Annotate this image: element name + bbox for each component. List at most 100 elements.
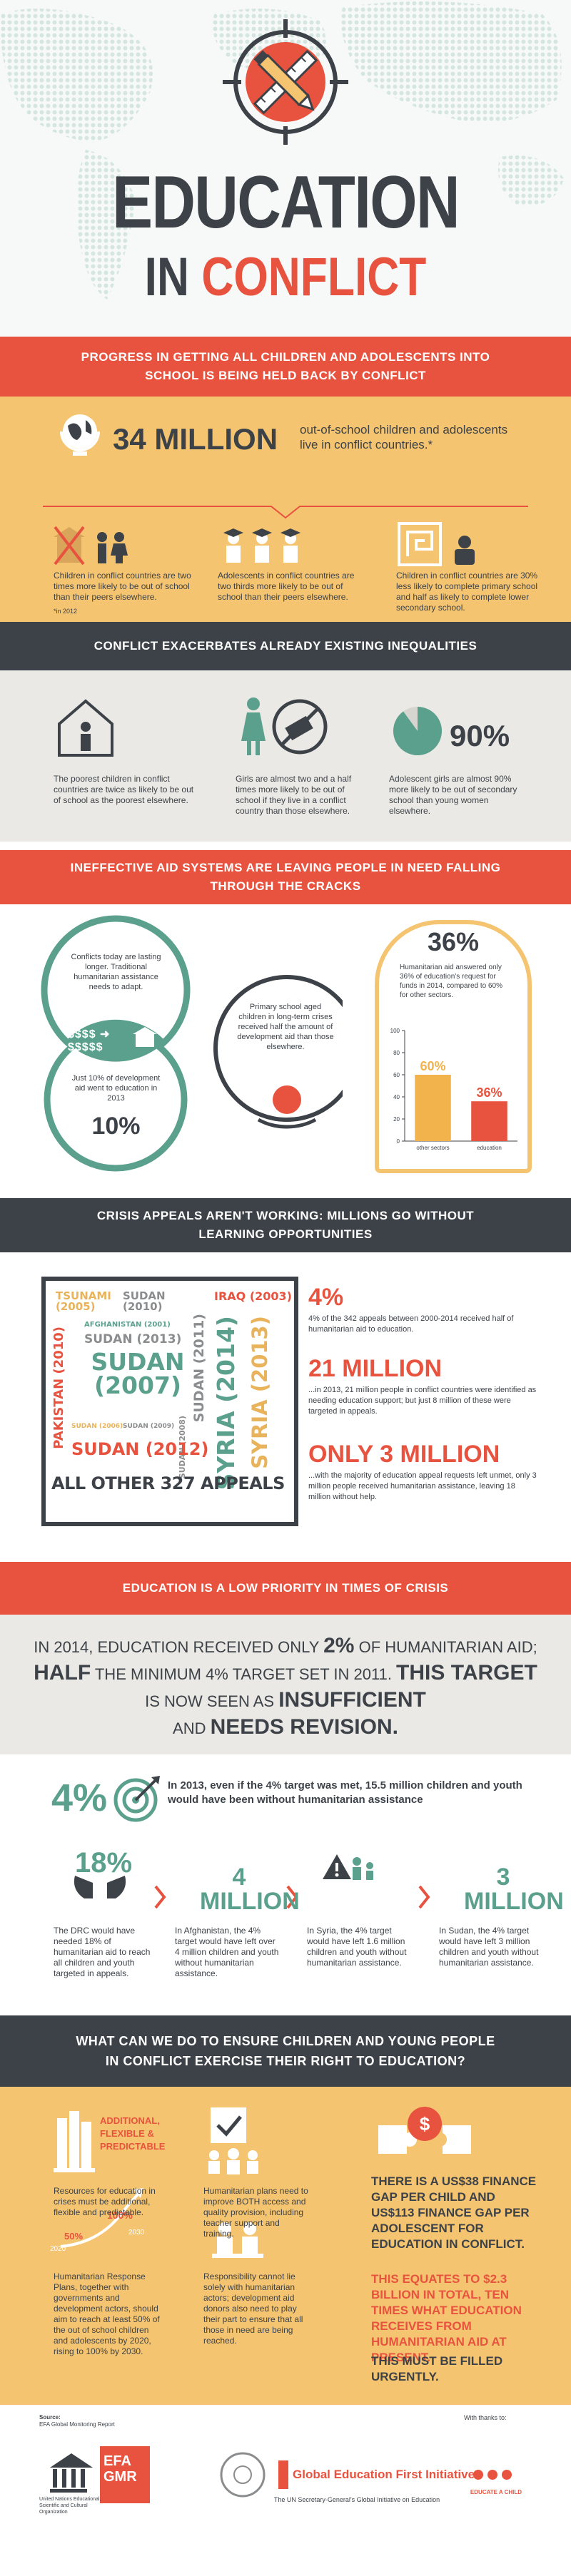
icon-circle — [114, 532, 124, 542]
icon-rect — [227, 2160, 240, 2174]
gefi-logo: Global Education First Initiative — [293, 2468, 475, 2481]
target-text: In 2013, even if the 4% target was met, … — [168, 1779, 522, 1806]
section-banner: CRISIS APPEALS AREN'T WORKING: MILLIONS … — [0, 1198, 571, 1252]
icon-path — [498, 155, 564, 207]
icon-rect — [136, 1034, 154, 1047]
icon-g — [226, 533, 298, 563]
gmr-logo: EFA GMR — [103, 2453, 137, 2485]
icon-rect — [81, 2122, 91, 2168]
bar — [471, 1101, 507, 1141]
action-text: Resources for education in crises must b… — [54, 2186, 156, 2217]
statement-part: AND — [173, 1719, 211, 1737]
circles — [41, 915, 343, 1172]
y-tick-label: 80 — [393, 1050, 400, 1056]
icon-rect — [208, 2161, 220, 2174]
icon-path — [50, 2453, 93, 2468]
item-text: In Syria, the 4% target would have left … — [307, 1926, 407, 1968]
banner-text: INEFFECTIVE AID SYSTEMS ARE LEAVING PEOP… — [70, 861, 501, 893]
subtitle-conflict: CONFLICT — [201, 247, 427, 307]
icon-g — [223, 528, 300, 537]
statement-emphasis: THIS TARGET — [396, 1661, 537, 1685]
icon-path — [0, 9, 153, 143]
graph-label: 2030 — [128, 2229, 145, 2237]
icon-circle — [487, 2470, 497, 2480]
icon-rect — [285, 715, 313, 741]
icon-rect — [217, 2237, 233, 2255]
statement-emphasis: HALF — [34, 1661, 91, 1685]
action-icons — [54, 2107, 263, 2258]
word-cloud — [41, 1277, 298, 1526]
item-text: The poorest children in conflict countri… — [54, 774, 194, 805]
icon-rect — [116, 556, 123, 563]
cloud-word: SYRIA (2014) — [212, 1316, 240, 1491]
icon-g — [473, 2470, 512, 2480]
icon-rect — [211, 2107, 246, 2143]
icon-path — [60, 431, 100, 451]
icon-rect — [335, 1863, 338, 1871]
icon-rect — [226, 546, 241, 563]
target-icon — [113, 1776, 160, 1822]
icon-path — [154, 1885, 166, 1909]
icon-circle — [353, 1857, 361, 1866]
cloud-word: SUDAN (2009) — [123, 1423, 175, 1430]
icon-g — [54, 2111, 95, 2172]
icon-g — [223, 19, 348, 145]
icon-rect — [98, 543, 106, 563]
cloud-word: SYRIA (2013) — [248, 1316, 272, 1469]
icon-circle — [97, 532, 107, 542]
icon-circle — [273, 1085, 301, 1114]
school-icon — [398, 522, 475, 566]
appeal-stat: 21 MILLION — [308, 1355, 443, 1382]
graph-label: 50% — [64, 2231, 84, 2242]
cloud-word: SUDAN (2006) — [71, 1423, 123, 1430]
appeal-stat: ONLY 3 MILLION — [308, 1441, 500, 1468]
cloud-word: SUDAN (2011) — [191, 1314, 207, 1423]
icon-text: $ — [420, 2113, 430, 2135]
icon-path — [133, 2188, 143, 2198]
statement-emphasis: NEEDS REVISION. — [210, 1715, 398, 1739]
icon-circle — [233, 2465, 252, 2484]
icon-path — [111, 543, 128, 556]
y-tick-label: 20 — [393, 1116, 400, 1123]
icon-path — [133, 1027, 157, 1034]
icon-path — [223, 528, 243, 537]
panel-text: THIS MUST BE FILLED URGENTLY. — [371, 2354, 503, 2383]
statement-part: THE MINIMUM 4% TARGET SET IN 2011. — [91, 1665, 397, 1683]
item-stat: 3 MILLION — [464, 1864, 564, 1915]
icon-path — [74, 1876, 126, 1898]
pie-label: 90% — [450, 719, 510, 752]
icon-rect — [256, 741, 260, 755]
icon-path — [241, 712, 266, 741]
statement: IN 2014, EDUCATION RECEIVED ONLY 2% OF H… — [29, 1633, 542, 1742]
section-banner: EDUCATION IS A LOW PRIORITY IN TIMES OF … — [0, 1562, 571, 1615]
partner: EDUCATE A CHILD — [470, 2489, 522, 2495]
icon-circle — [473, 2470, 483, 2480]
icon-circle — [213, 975, 343, 1122]
icon-circle — [248, 2150, 258, 2160]
icon-line — [54, 526, 85, 566]
y-tick-label: 60 — [393, 1072, 400, 1078]
icon-rect — [53, 2469, 57, 2488]
icon-rect — [378, 2125, 407, 2154]
pie — [393, 707, 442, 755]
icon-rect — [455, 549, 475, 565]
icon-rect — [353, 1867, 361, 1880]
icon-rect — [255, 546, 269, 563]
source: Source: EFA Global Monitoring Report — [39, 2414, 115, 2428]
item-text: In Afghanistan, the 4% target would have… — [175, 1926, 279, 1978]
icon-rect — [398, 522, 442, 566]
banner-text: WHAT CAN WE DO TO ENSURE CHILDREN AND YO… — [76, 2034, 495, 2068]
title: EDUCATION — [112, 161, 460, 244]
icon-circle — [81, 722, 91, 732]
big-stat: 34 MILLION — [113, 422, 278, 456]
cloud-word: AFGHANISTAN (2001) — [84, 1321, 171, 1329]
cloud-word: SUDAN (2012) — [71, 1439, 209, 1459]
icon-path — [86, 420, 92, 434]
stat-text: out-of-school children and adolescents l… — [300, 423, 508, 451]
icon-path — [286, 1885, 298, 1909]
icon-g — [133, 1027, 157, 1047]
icon-rect — [242, 2237, 258, 2255]
target-stat: 4% — [51, 1777, 108, 1819]
appeal-text: 4% of the 342 appeals between 2000-2014 … — [308, 1314, 514, 1334]
